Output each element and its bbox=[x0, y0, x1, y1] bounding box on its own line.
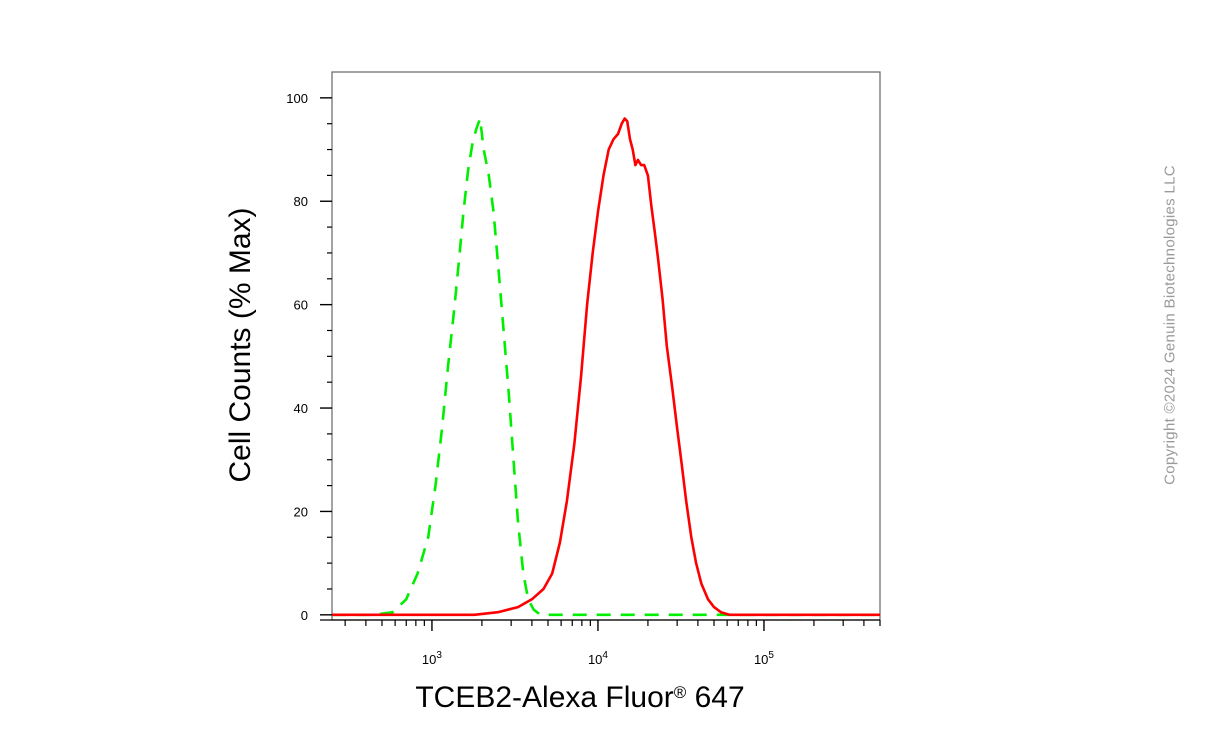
y-axis: 0 20 40 60 80 100 bbox=[286, 91, 332, 623]
y-tick-label: 80 bbox=[294, 194, 308, 209]
y-tick-label: 100 bbox=[286, 91, 308, 106]
x-axis: 103 104 105 bbox=[320, 619, 881, 667]
x-axis-title-main: TCEB2-Alexa Fluor bbox=[415, 681, 673, 714]
y-axis-title: Cell Counts (% Max) bbox=[224, 207, 257, 482]
x-tick-label: 105 bbox=[754, 650, 774, 667]
histogram-curves bbox=[332, 117, 880, 617]
x-axis-title: TCEB2-Alexa Fluor® 647 bbox=[415, 681, 744, 714]
histogram-series-1 bbox=[332, 117, 880, 617]
histogram-series-2 bbox=[332, 117, 880, 617]
y-tick-label: 0 bbox=[301, 608, 308, 623]
copyright-watermark: Copyright ©2024 Genuin Biotechnologies L… bbox=[1161, 165, 1179, 485]
x-axis-title-suffix: 647 bbox=[686, 681, 744, 714]
y-tick-label: 40 bbox=[294, 401, 308, 416]
x-tick-label: 103 bbox=[422, 650, 442, 667]
x-axis-title-registered-mark: ® bbox=[674, 683, 687, 702]
y-tick-label: 20 bbox=[294, 504, 308, 519]
plot-frame bbox=[331, 71, 881, 621]
x-tick-label: 104 bbox=[588, 650, 608, 667]
y-tick-label: 60 bbox=[294, 298, 308, 313]
